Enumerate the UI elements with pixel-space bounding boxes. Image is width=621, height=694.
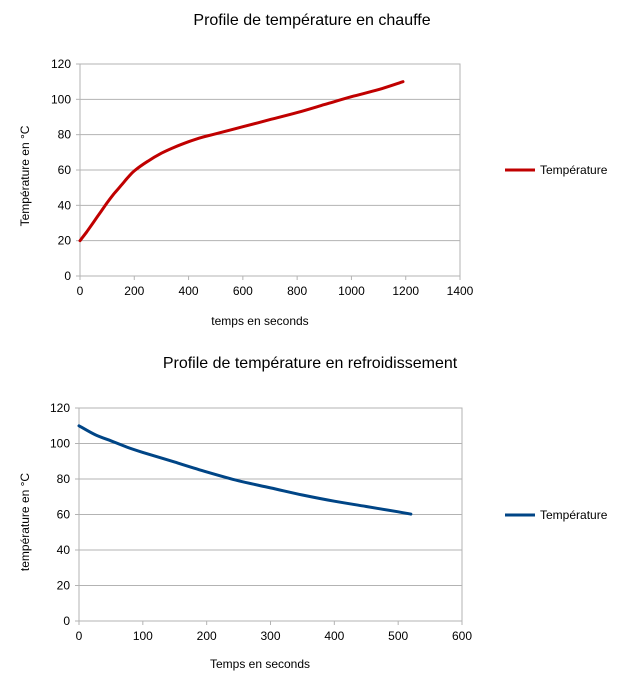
x-tick-label: 400	[324, 629, 344, 643]
x-tick-label: 1000	[338, 284, 365, 298]
cooling-chart: Profile de température en refroidissemen…	[18, 355, 608, 671]
heating-series	[78, 80, 405, 243]
y-tick-label: 80	[57, 472, 71, 486]
cooling-x-axis-label: Temps en seconds	[210, 657, 310, 671]
series-line	[78, 80, 405, 243]
heating-chart-title: Profile de température en chauffe	[193, 12, 430, 29]
x-tick-label: 600	[233, 284, 253, 298]
heating-x-axis-label: temps en seconds	[211, 314, 308, 328]
x-tick-label: 0	[76, 629, 83, 643]
cooling-tick-labels: 0 20 40 60 80 100 120 0 100 200 300 400 500 600	[50, 401, 472, 643]
y-tick-label: 0	[64, 269, 71, 283]
cooling-series	[77, 424, 413, 516]
y-tick-label: 20	[58, 234, 72, 248]
x-tick-label: 500	[388, 629, 408, 643]
x-tick-label: 300	[260, 629, 280, 643]
x-tick-label: 1200	[392, 284, 419, 298]
cooling-legend-label: Température	[540, 508, 608, 522]
y-tick-label: 0	[63, 614, 70, 628]
heating-legend: Température	[505, 163, 608, 177]
y-tick-label: 40	[58, 198, 72, 212]
x-tick-label: 600	[452, 629, 472, 643]
y-tick-label: 120	[51, 57, 71, 71]
y-tick-label: 20	[57, 579, 71, 593]
x-tick-label: 0	[77, 284, 84, 298]
y-tick-label: 80	[58, 128, 72, 142]
cooling-y-axis-label: température en °C	[18, 473, 32, 572]
y-tick-label: 120	[50, 401, 70, 415]
x-tick-label: 100	[133, 629, 153, 643]
heating-y-axis-label: Température en °C	[18, 125, 32, 226]
y-tick-label: 40	[57, 543, 71, 557]
x-tick-label: 200	[197, 629, 217, 643]
cooling-legend: Température	[505, 508, 608, 522]
x-tick-label: 800	[287, 284, 307, 298]
series-line	[77, 424, 413, 516]
y-tick-label: 60	[58, 163, 72, 177]
x-tick-label: 400	[179, 284, 199, 298]
y-tick-label: 100	[50, 437, 70, 451]
y-tick-label: 60	[57, 508, 71, 522]
cooling-chart-title: Profile de température en refroidissemen…	[163, 355, 458, 372]
y-tick-label: 100	[51, 92, 71, 106]
x-tick-label: 200	[124, 284, 144, 298]
heating-legend-label: Température	[540, 163, 608, 177]
x-tick-label: 1400	[447, 284, 474, 298]
heating-chart: Profile de température en chauffe 0 20 40 6…	[18, 12, 608, 328]
cooling-gridlines	[79, 407, 462, 622]
